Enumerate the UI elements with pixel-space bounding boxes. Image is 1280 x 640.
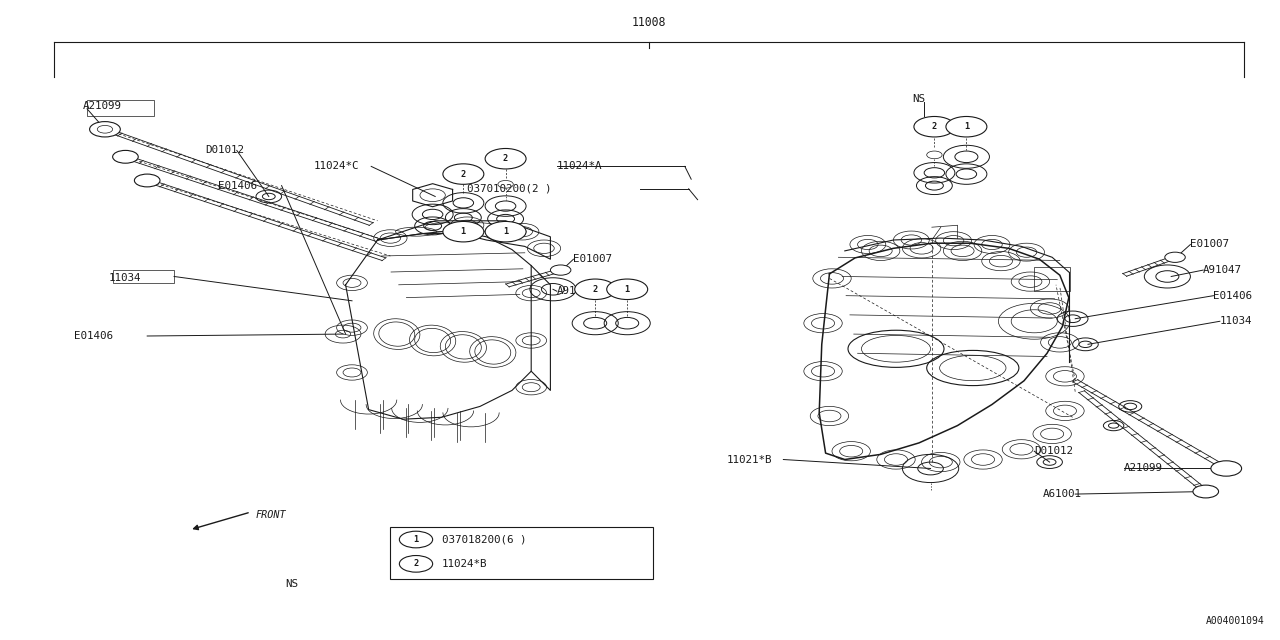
Circle shape [575,279,616,300]
Text: A91047: A91047 [557,286,595,296]
Text: E01007: E01007 [1190,239,1229,250]
Text: 2: 2 [503,154,508,163]
Text: 2: 2 [593,285,598,294]
Circle shape [1193,485,1219,498]
Text: 1: 1 [625,285,630,294]
Text: 11034: 11034 [1220,316,1252,326]
Text: A21099: A21099 [1124,463,1162,474]
Circle shape [399,531,433,548]
Text: 1: 1 [503,227,508,236]
Text: 11024*A: 11024*A [557,161,603,172]
Bar [113,270,174,283]
Text: 2: 2 [932,122,937,131]
Text: 11024*C: 11024*C [314,161,360,172]
Text: 11034: 11034 [109,273,141,284]
Circle shape [443,164,484,184]
Text: E01007: E01007 [573,254,612,264]
Text: 11021*B: 11021*B [727,454,773,465]
Circle shape [134,174,160,187]
Circle shape [550,265,571,275]
Text: 11024*B: 11024*B [442,559,488,569]
Bar [87,100,154,116]
Text: D01012: D01012 [205,145,243,156]
Text: 1: 1 [964,122,969,131]
Text: FRONT: FRONT [256,509,287,520]
Bar [390,527,653,579]
Text: NS: NS [913,94,925,104]
Text: A61001: A61001 [1043,489,1082,499]
Text: D01012: D01012 [1034,446,1073,456]
Circle shape [1211,461,1242,476]
Circle shape [113,150,138,163]
Text: 2: 2 [461,170,466,179]
Circle shape [1165,252,1185,262]
Text: A004001094: A004001094 [1206,616,1265,626]
Text: A21099: A21099 [83,100,122,111]
Circle shape [914,116,955,137]
Circle shape [485,221,526,242]
Text: 037010200(2 ): 037010200(2 ) [467,184,552,194]
Circle shape [946,116,987,137]
Text: A91047: A91047 [1203,265,1242,275]
Text: E01406: E01406 [74,331,113,341]
Circle shape [443,221,484,242]
Circle shape [90,122,120,137]
Text: E01406: E01406 [1213,291,1252,301]
Text: 2: 2 [413,559,419,568]
Text: 11008: 11008 [632,16,666,29]
Text: 037018200(6 ): 037018200(6 ) [442,534,526,545]
Circle shape [485,148,526,169]
Circle shape [399,556,433,572]
Circle shape [607,279,648,300]
Text: E01406: E01406 [218,180,256,191]
Text: 1: 1 [461,227,466,236]
Text: 1: 1 [413,535,419,544]
Bar [1034,267,1070,291]
Text: NS: NS [285,579,298,589]
